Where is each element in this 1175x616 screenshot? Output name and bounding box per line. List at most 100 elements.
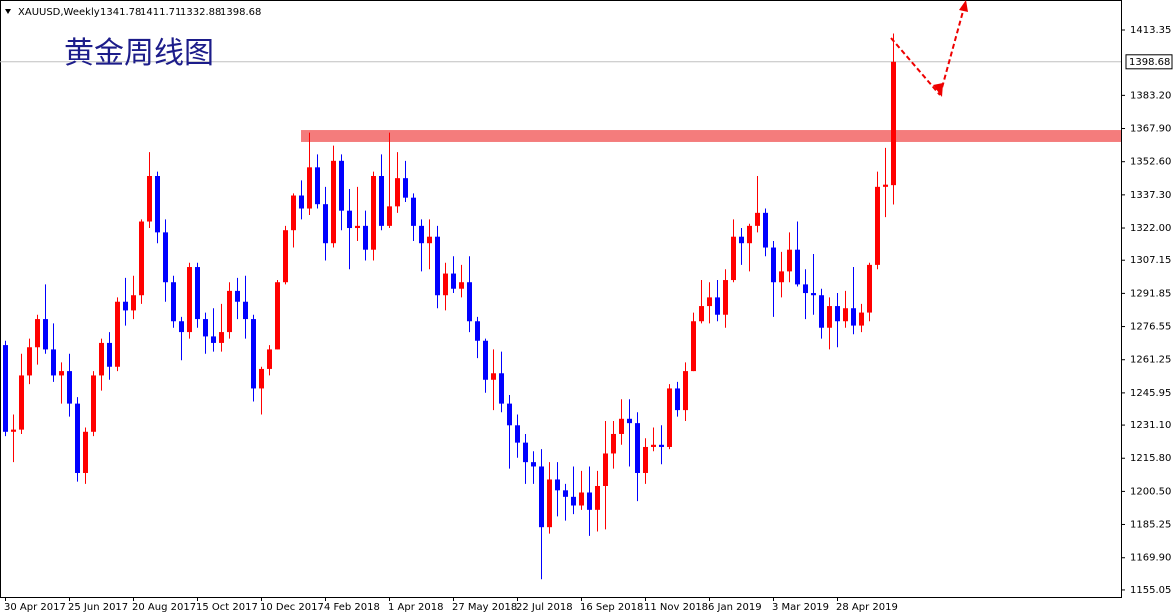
candle-body [563,490,568,497]
candle-body [83,431,88,473]
candle-body [403,178,408,198]
candle-body [219,332,224,343]
candle-body [643,446,648,473]
candle-body [11,429,16,432]
candle-body [211,336,216,343]
x-tick-label: 11 Nov 2018 [644,602,708,613]
header-high: 1411.71 [140,7,181,18]
candle-body [27,347,32,376]
y-tick-label: 1215.80 [1130,453,1171,464]
candle-body [579,492,584,506]
candle-body [691,321,696,372]
candle-body [3,345,8,432]
y-tick-label: 1155.05 [1130,585,1171,596]
y-tick-label: 1231.10 [1130,420,1171,431]
arrow [890,3,966,96]
candle-body [171,282,176,322]
candle-body [443,273,448,296]
header-close: 1398.68 [220,7,261,18]
candle-body [243,301,248,320]
candle-body [307,167,312,209]
x-tick-label: 10 Dec 2017 [260,602,324,613]
header-low: 1332.88 [180,7,221,18]
candle-body [203,319,208,337]
candle-body [363,225,368,250]
symbol: XAUUSD,Weekly [18,7,100,18]
y-tick-label: 1322.00 [1130,223,1171,234]
candle-body [771,247,776,283]
candle-body [75,403,80,473]
y-tick-label: 1245.95 [1130,388,1171,399]
y-tick-label: 1352.60 [1130,157,1171,168]
candle-body [67,371,72,404]
candle-body [43,319,48,350]
x-tick-label: 6 Jan 2019 [708,602,762,613]
candle-body [339,160,344,211]
candle-body [683,371,688,411]
candle-body [675,388,680,411]
candle-body [811,293,816,296]
candle-body [867,264,872,313]
candle-body [467,282,472,322]
candle-body [499,373,504,404]
x-tick-label: 4 Feb 2018 [324,602,380,613]
candle-body [891,61,896,186]
candle-body [723,280,728,315]
y-tick-label: 1200.50 [1130,486,1171,497]
candle-body [787,249,792,272]
candle-body [571,496,576,506]
candle-body [819,295,824,328]
candle-body [155,176,160,233]
candle-body [803,284,808,294]
y-tick-label: 1261.25 [1130,355,1171,366]
candle-body [603,453,608,486]
menu-triangle [5,9,11,14]
y-tick-label: 1367.90 [1130,124,1171,135]
header-open: 1341.78 [100,7,141,18]
candle-body [763,212,768,248]
candle-body [699,306,704,322]
x-tick-label: 22 Jul 2018 [516,602,573,613]
candle-body [35,319,40,348]
candle-body [59,371,64,376]
candle-body [883,184,888,187]
candle-body [107,342,112,367]
candle-body [187,267,192,333]
candle-body [91,375,96,432]
y-tick-label: 1276.55 [1130,322,1171,333]
candle-body [523,442,528,463]
candle-body [227,290,232,333]
candle-body [427,236,432,244]
x-tick-label: 28 Apr 2019 [836,602,898,613]
candle-body [747,225,752,244]
y-tick-label: 1337.30 [1130,190,1171,201]
candle-body [707,297,712,307]
candle-body [627,418,632,424]
candle-body [619,418,624,434]
candle-body [835,306,840,322]
x-tick-label: 30 Apr 2017 [4,602,66,613]
candle-body [531,462,536,467]
candle-body [387,206,392,226]
candle-body [755,212,760,226]
candle-body [739,236,744,244]
candle-body [355,225,360,229]
candle-body [779,271,784,283]
candle-body [267,349,272,369]
candle-body [795,249,800,285]
y-tick-label: 1383.20 [1130,90,1171,101]
candle-body [547,479,552,528]
x-tick-label: 27 May 2018 [452,602,517,613]
candle-body [875,186,880,265]
x-tick-label: 3 Mar 2019 [772,602,829,613]
candle-body [859,312,864,326]
candle-body [331,160,336,244]
candle-body [731,236,736,281]
candle-body [515,425,520,443]
y-tick-label: 1307.15 [1130,255,1171,266]
candle-body [555,479,560,491]
candle-body [291,195,296,231]
candle-body [19,375,24,430]
candle-body [99,342,104,376]
